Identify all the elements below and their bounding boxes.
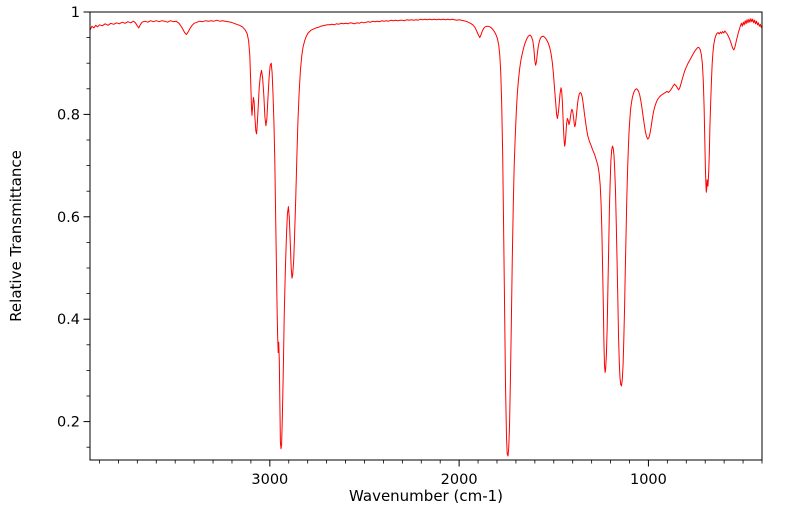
x-tick-label: 1000 xyxy=(630,472,667,488)
y-tick-label: 0.8 xyxy=(57,107,80,123)
x-axis-label: Wavenumber (cm-1) xyxy=(349,487,503,505)
y-axis-label: Relative Transmittance xyxy=(7,150,25,322)
plot-frame xyxy=(89,11,763,461)
y-tick-label: 0.2 xyxy=(57,415,80,431)
y-tick-label: 0.6 xyxy=(57,210,80,226)
x-tick-label: 3000 xyxy=(251,472,288,488)
x-tick-label: 2000 xyxy=(441,472,478,488)
spectrum-line xyxy=(89,18,763,457)
y-tick-label: 0.4 xyxy=(57,312,80,328)
y-tick-label: 1 xyxy=(71,5,80,21)
